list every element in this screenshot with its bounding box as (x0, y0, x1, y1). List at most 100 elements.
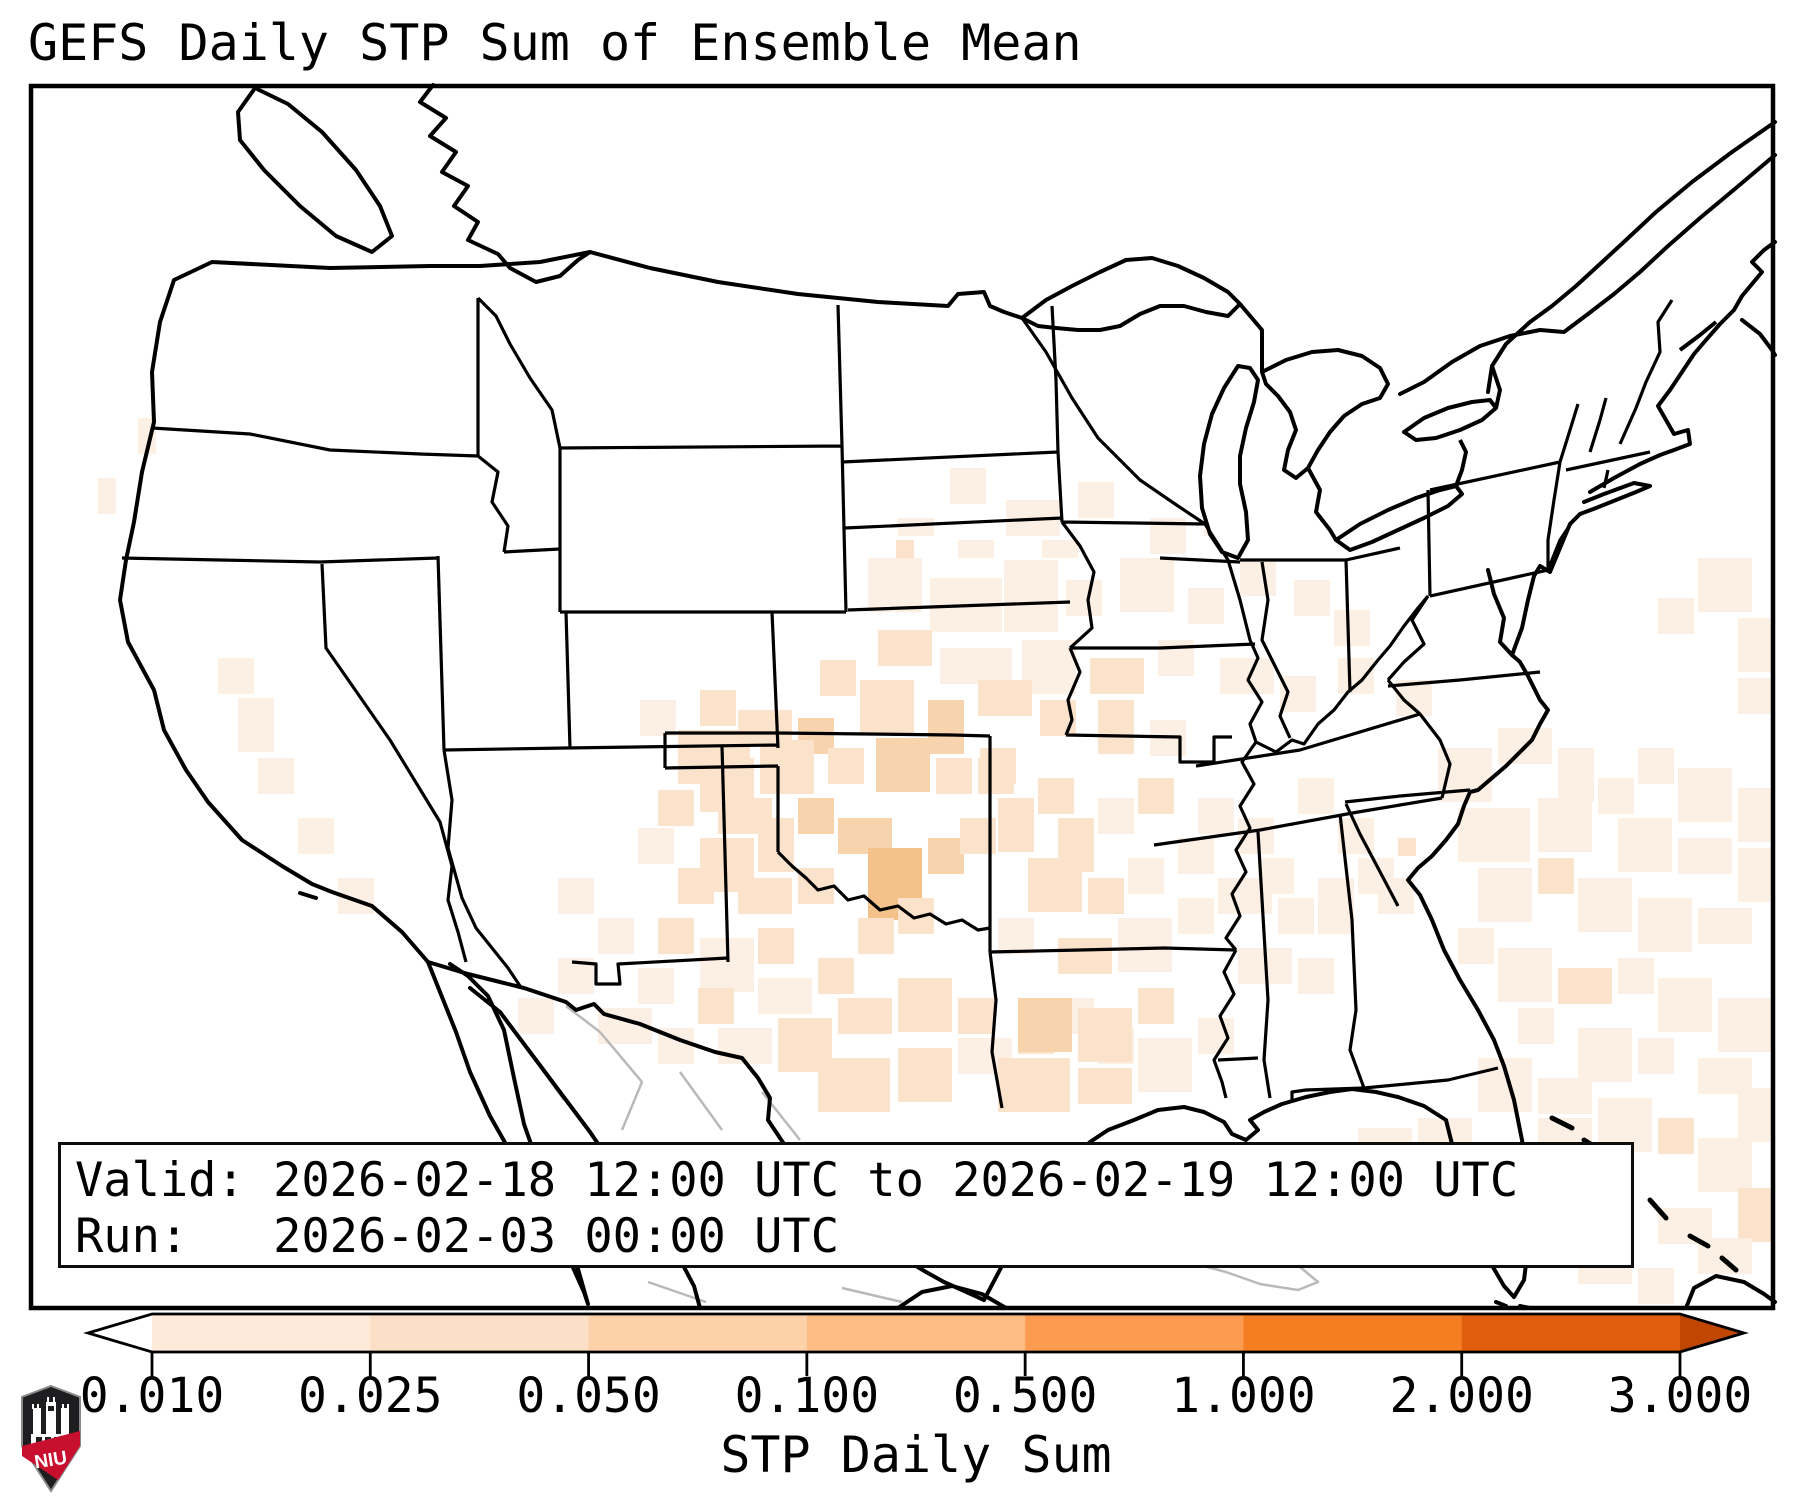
heat-cell (1178, 898, 1214, 934)
heat-cell (1638, 898, 1692, 952)
heat-cell (940, 648, 1012, 684)
heat-cell (658, 790, 694, 826)
heat-cell (1042, 540, 1078, 558)
heat-cell (1058, 938, 1112, 974)
heat-cell (978, 680, 1032, 716)
heat-cell (898, 518, 934, 536)
heat-cell (718, 1028, 772, 1064)
heat-cell (1028, 858, 1082, 912)
heat-cell (1658, 978, 1712, 1032)
heat-cell (1678, 838, 1732, 874)
heat-cell (98, 478, 116, 514)
heat-cell (1098, 798, 1134, 834)
heat-cell (896, 540, 914, 558)
heat-cell (238, 698, 274, 752)
heat-cell (1638, 1038, 1674, 1074)
heat-cell (1078, 1008, 1132, 1062)
heat-cell (1698, 558, 1752, 612)
heat-cell (1738, 678, 1774, 714)
heat-cell (1558, 968, 1612, 1004)
heat-cell (1538, 858, 1574, 894)
colorbar-ticks (150, 1352, 1682, 1376)
heat-cell (518, 998, 554, 1034)
heat-cell (1618, 958, 1654, 994)
heat-cell (1220, 658, 1274, 694)
heat-cell (978, 758, 1014, 794)
heat-cell (928, 838, 964, 874)
heat-cell (1318, 898, 1354, 934)
heat-cell (1658, 1118, 1694, 1154)
heat-cell (678, 868, 714, 904)
colorbar-tick-label: 0.100 (735, 1368, 880, 1424)
heat-cell (1738, 1088, 1774, 1142)
colorbar-segment (152, 1314, 371, 1352)
heat-cell (1004, 560, 1058, 632)
heat-cell (1518, 1008, 1554, 1044)
heat-cell (1398, 838, 1416, 856)
heat-cell (1618, 818, 1672, 872)
heat-cell (818, 958, 854, 994)
colorbar-segment (1461, 1314, 1681, 1352)
heat-cell (958, 540, 994, 558)
heat-cell (1088, 878, 1124, 914)
heat-cell (828, 748, 864, 784)
canada-border (589, 250, 1718, 542)
colorbar-segment (588, 1314, 808, 1352)
heat-cell (928, 700, 964, 754)
heat-cell (1098, 700, 1134, 754)
colorbar-tick-labels: 0.010 0.025 0.050 0.100 0.500 1.000 2.000 3.000 (80, 1368, 1753, 1424)
heat-cell (1298, 778, 1334, 814)
heat-cell (638, 968, 674, 1004)
state-boundaries (121, 296, 1674, 1109)
heat-cell (758, 928, 794, 964)
heat-cell (838, 998, 892, 1034)
heat-cell (738, 878, 792, 914)
niu-ribbon (22, 1431, 80, 1480)
heat-cell (876, 738, 930, 792)
heat-cell (1578, 1028, 1632, 1082)
heat-cell (1090, 658, 1144, 694)
heat-cell (1066, 580, 1102, 616)
heat-cell (1698, 908, 1752, 944)
colorbar-tick-label: 2.000 (1389, 1368, 1534, 1424)
heat-cell (818, 1058, 890, 1112)
heat-cell (1738, 848, 1774, 902)
heat-cell (1718, 998, 1772, 1052)
heat-cell (258, 758, 294, 794)
heat-cell (860, 680, 914, 734)
heat-cell (998, 918, 1034, 954)
colorbar-tick-label: 3.000 (1608, 1368, 1753, 1424)
heat-cell (1458, 808, 1530, 862)
run-time-text: Run: 2026-02-03 00:00 UTC (75, 1209, 840, 1264)
heat-cell (218, 658, 254, 694)
heat-cell (1638, 748, 1674, 784)
heat-cell (1240, 560, 1276, 596)
niu-logo-text: NIU (33, 1448, 69, 1474)
heat-cell (1294, 580, 1330, 616)
heat-cell (698, 988, 734, 1024)
heat-cell (598, 918, 634, 954)
heat-cell (898, 1048, 952, 1102)
heat-cell (558, 878, 594, 914)
heat-cell (1118, 918, 1172, 972)
heat-cell (858, 918, 894, 954)
colorbar-under-arrow (88, 1314, 152, 1352)
heat-cell (1138, 1038, 1192, 1092)
great-lakes (1020, 256, 1498, 560)
figure-title: GEFS Daily STP Sum of Ensemble Mean (28, 14, 1082, 72)
valid-time-text: Valid: 2026-02-18 12:00 UTC to 2026-02-1… (75, 1153, 1519, 1208)
heat-cell (758, 978, 812, 1014)
heat-cell (1038, 778, 1074, 814)
heat-cell (1478, 868, 1532, 922)
heat-cell (1198, 798, 1234, 834)
heat-cell (798, 798, 834, 834)
colorbar-axis-label: STP Daily Sum (720, 1426, 1111, 1484)
heat-cell (1018, 998, 1072, 1052)
heat-cell (936, 758, 972, 794)
heat-cell (1638, 1268, 1674, 1304)
colorbar-segment (1025, 1314, 1244, 1352)
heat-cell (1334, 610, 1370, 646)
heat-cell (950, 468, 986, 504)
heat-cell (1658, 598, 1694, 634)
